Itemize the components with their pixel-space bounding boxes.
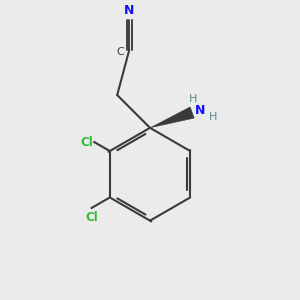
Text: Cl: Cl: [80, 136, 93, 148]
Text: Cl: Cl: [85, 211, 98, 224]
Text: H: H: [209, 112, 217, 122]
Text: N: N: [195, 104, 206, 118]
Text: H: H: [189, 94, 197, 103]
Text: N: N: [124, 4, 134, 17]
Text: C: C: [116, 47, 124, 57]
Polygon shape: [150, 107, 194, 128]
